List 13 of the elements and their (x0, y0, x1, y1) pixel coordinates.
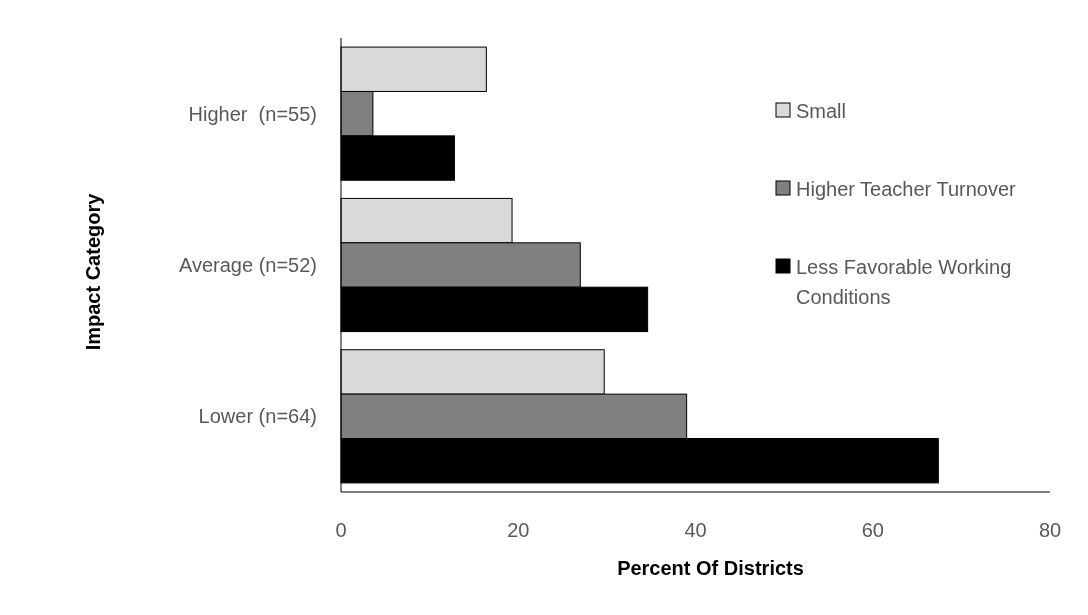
y-axis-title: Impact Category (82, 192, 104, 351)
x-axis-title: Percent Of Districts (617, 557, 804, 579)
legend-label: Small (796, 100, 847, 122)
y-tick-label: Higher (n=55) (188, 102, 317, 125)
y-tick-label: Lower (n=64) (198, 405, 317, 428)
legend-label: Less Favorable Working Conditions (796, 256, 1012, 308)
y-tick-label: Average (n=52) (178, 254, 317, 276)
x-tick-label: 20 (507, 519, 530, 541)
legend-label: Higher Teacher Turnover (796, 178, 1017, 200)
x-tick-label: 80 (1038, 519, 1062, 541)
x-tick-label: 60 (861, 519, 884, 541)
x-tick-label: 40 (684, 519, 707, 541)
x-tick-label: 0 (335, 519, 347, 541)
